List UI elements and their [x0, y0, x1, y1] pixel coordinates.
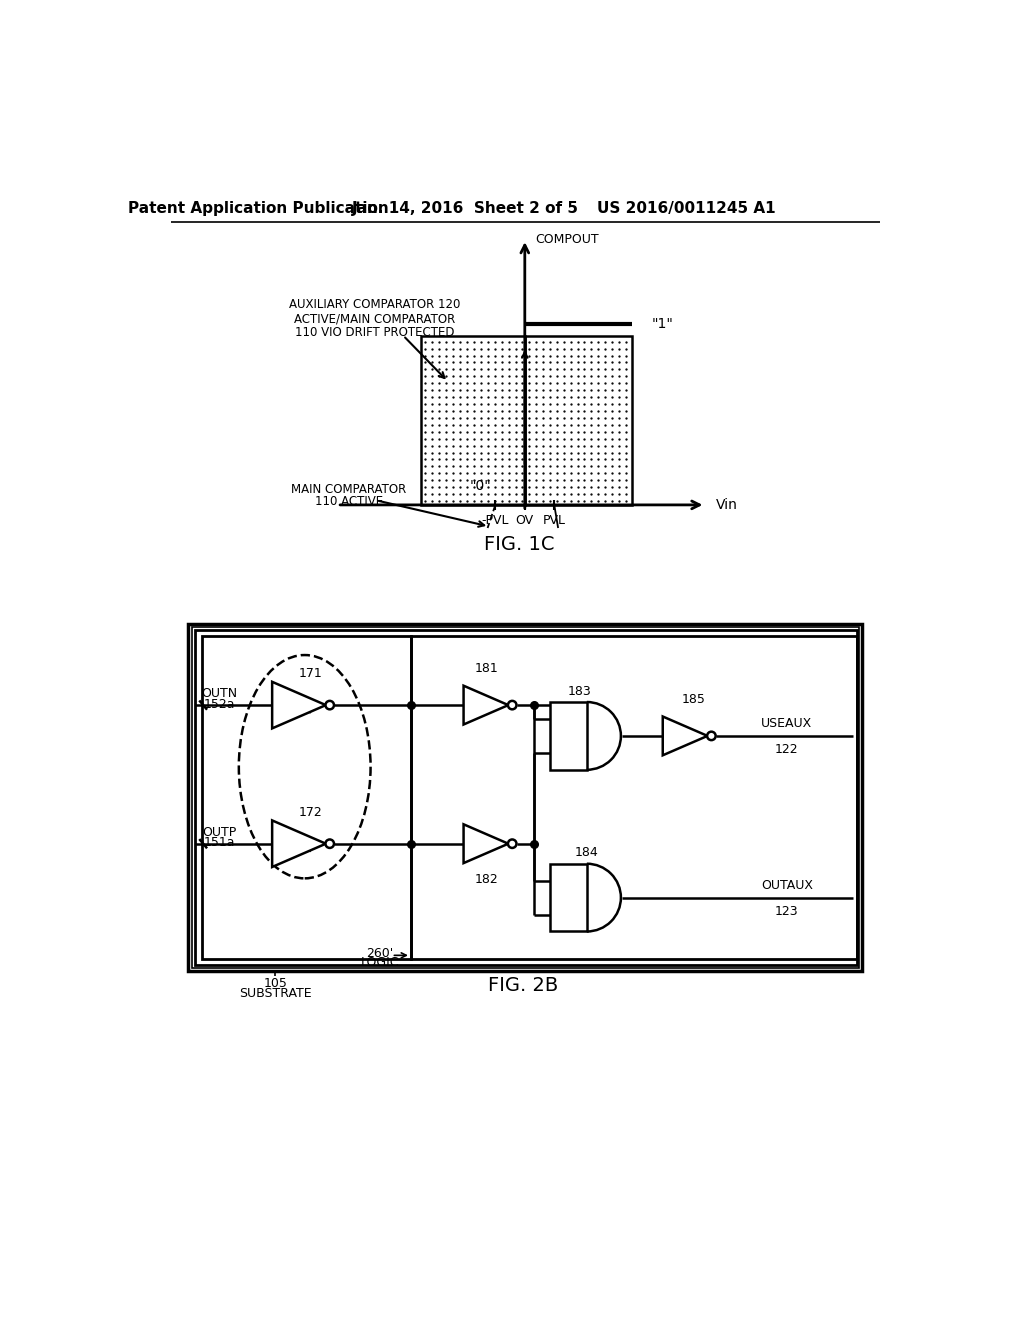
Bar	[550, 863, 587, 932]
Text: 171: 171	[299, 668, 323, 680]
Text: "0": "0"	[470, 479, 492, 492]
Text: 110 VIO DRIFT PROTECTED: 110 VIO DRIFT PROTECTED	[295, 326, 455, 339]
Text: 122: 122	[775, 743, 799, 756]
Text: ACTIVE/MAIN COMPARATOR: ACTIVE/MAIN COMPARATOR	[294, 312, 455, 325]
Text: LOGIC: LOGIC	[360, 956, 399, 969]
Text: 151a: 151a	[204, 837, 236, 850]
Bar	[202, 636, 411, 960]
Bar	[421, 335, 524, 506]
Bar	[411, 636, 856, 960]
Polygon shape	[272, 821, 326, 867]
Text: SUBSTRATE: SUBSTRATE	[239, 987, 311, 1001]
Text: 182: 182	[475, 874, 499, 887]
Text: COMPOUT: COMPOUT	[536, 232, 599, 246]
Text: 181: 181	[475, 663, 499, 676]
Text: 110 ACTIVE: 110 ACTIVE	[314, 495, 383, 508]
Text: -PVL: -PVL	[481, 513, 509, 527]
Polygon shape	[272, 682, 326, 729]
Bar	[524, 335, 632, 506]
Bar	[195, 630, 856, 965]
Text: 260': 260'	[367, 946, 393, 960]
Text: 152a: 152a	[204, 698, 236, 711]
Text: 105: 105	[263, 977, 287, 990]
Text: OUTN: OUTN	[202, 686, 238, 700]
Text: "1": "1"	[652, 317, 674, 331]
Text: 172: 172	[299, 807, 323, 818]
Text: Patent Application Publication: Patent Application Publication	[128, 201, 388, 216]
Bar	[550, 702, 587, 770]
Text: FIG. 1C: FIG. 1C	[484, 536, 555, 554]
Text: PVL: PVL	[543, 513, 565, 527]
Text: USEAUX: USEAUX	[761, 717, 812, 730]
Circle shape	[508, 840, 516, 847]
Text: Jan. 14, 2016  Sheet 2 of 5: Jan. 14, 2016 Sheet 2 of 5	[351, 201, 579, 216]
Circle shape	[708, 731, 716, 741]
Circle shape	[326, 840, 334, 847]
Text: FIG. 2B: FIG. 2B	[488, 975, 558, 995]
Text: 184: 184	[574, 846, 599, 859]
Bar	[188, 624, 862, 970]
Circle shape	[326, 701, 334, 709]
Text: OV: OV	[516, 513, 534, 527]
Text: Vin: Vin	[716, 498, 737, 512]
Text: 123: 123	[775, 906, 799, 917]
Text: MAIN COMPARATOR: MAIN COMPARATOR	[291, 483, 407, 496]
Text: AUXILIARY COMPARATOR 120: AUXILIARY COMPARATOR 120	[289, 298, 460, 312]
Text: OUTAUX: OUTAUX	[761, 879, 813, 892]
Bar	[191, 627, 859, 968]
Text: 185: 185	[682, 693, 706, 706]
Polygon shape	[663, 717, 708, 755]
Polygon shape	[464, 685, 508, 725]
Text: 183: 183	[567, 685, 591, 698]
Text: US 2016/0011245 A1: US 2016/0011245 A1	[597, 201, 775, 216]
Polygon shape	[464, 824, 508, 863]
Circle shape	[508, 701, 516, 709]
Text: OUTP: OUTP	[203, 825, 237, 838]
